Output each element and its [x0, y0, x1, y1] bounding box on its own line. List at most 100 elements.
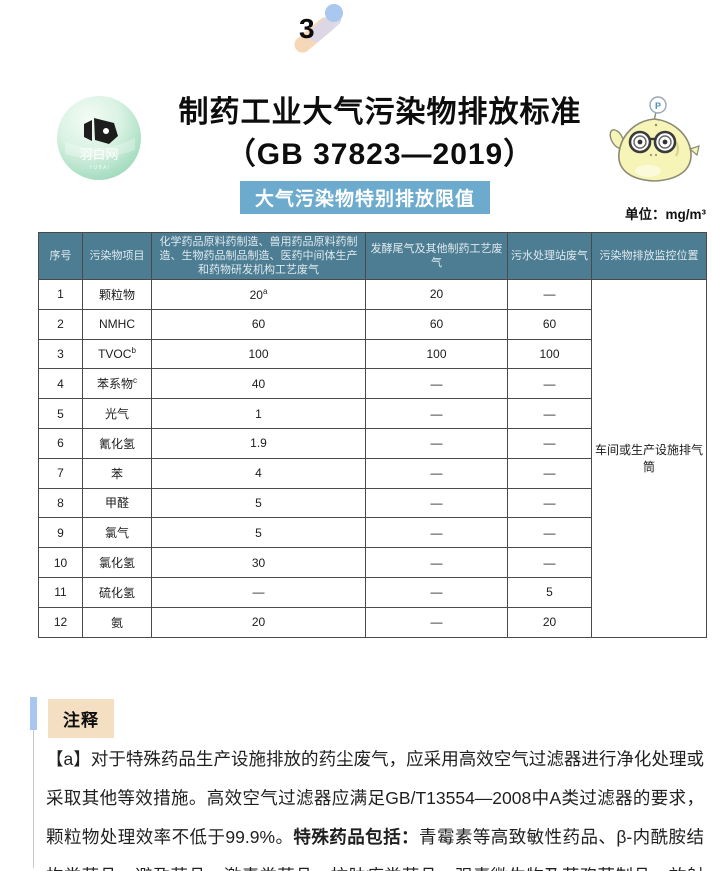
note-paragraph: 【a】对于特殊药品生产设施排放的药尘废气，应采用高效空气过滤器进行净化处理或采取… — [46, 740, 704, 871]
cell-wastewater: — — [507, 368, 592, 400]
cell-chemical: 30 — [151, 547, 366, 578]
table-row: 10 氯化氢 30— — — [38, 547, 707, 578]
table-row: 11 硫化氢 — —5 — [38, 576, 707, 608]
cell-serial: 1 — [38, 279, 83, 310]
table-row: 7 苯 4— — — [38, 457, 707, 489]
cell-fermentation: — — [365, 517, 508, 549]
cell-fermentation: 60 — [365, 308, 508, 340]
cell-chemical: — — [151, 576, 366, 608]
cell-serial: 5 — [38, 398, 83, 429]
cell-pollutant: 苯系物c — [82, 368, 152, 400]
col-header-pollutant: 污染物项目 — [82, 232, 152, 280]
col-header-fermentation-waste-gas: 发酵尾气及其他制药工艺废气 — [365, 232, 508, 280]
cell-wastewater: — — [507, 487, 592, 519]
table-row: 8 甲醛 5— — — [38, 487, 707, 519]
note-text: 青霉素等高致敏性药品、β-内酰胺结构类药品、避孕药品、激素类药品、抗肿瘤类药品、… — [46, 827, 704, 871]
col-header-serial: 序号 — [38, 232, 83, 280]
cell-serial: 3 — [38, 338, 83, 370]
cell-wastewater: 60 — [507, 308, 592, 340]
cell-wastewater: — — [507, 517, 592, 549]
cell-pollutant: 氨 — [82, 606, 152, 638]
svg-text:羽白网: 羽白网 — [79, 147, 118, 162]
cell-fermentation: — — [365, 487, 508, 519]
cell-pollutant: 颗粒物 — [82, 279, 152, 310]
title-line2: （GB 37823—2019） — [225, 138, 535, 171]
cell-fermentation: — — [365, 576, 508, 608]
note-bold-text: 特殊药品包括： — [293, 827, 419, 847]
cell-wastewater: — — [507, 547, 592, 578]
cell-chemical: 100 — [151, 338, 366, 370]
cell-wastewater: — — [507, 398, 592, 429]
cell-pollutant: 苯 — [82, 457, 152, 489]
table-row: 12 氨 20—20 — [38, 606, 707, 638]
logo-graphic: 羽白网 Y U B A I — [57, 96, 141, 180]
page-number: 3 — [299, 13, 315, 44]
cell-fermentation: — — [365, 547, 508, 578]
cell-serial: 4 — [38, 368, 83, 400]
svg-text:Y U B A I: Y U B A I — [89, 165, 109, 171]
cell-wastewater: — — [507, 457, 592, 489]
cell-chemical: 5 — [151, 517, 366, 549]
cell-wastewater: — — [507, 427, 592, 459]
cell-serial: 7 — [38, 457, 83, 489]
cell-chemical: 5 — [151, 487, 366, 519]
mascot-bird-icon: P — [604, 92, 706, 186]
cell-fermentation: 20 — [365, 279, 508, 310]
col-header-wastewater-station: 污水处理站废气 — [507, 232, 592, 280]
cell-pollutant: 甲醛 — [82, 487, 152, 519]
table-row: 4 苯系物c 40— — — [38, 368, 707, 400]
col-header-chemical-waste-gas: 化学药品原料药制造、兽用药品原料药制造、生物药品制品制造、医药中间体生产和药物研… — [151, 232, 366, 280]
cell-wastewater: 100 — [507, 338, 592, 370]
cell-pollutant: 光气 — [82, 398, 152, 429]
cell-pollutant: 氯化氢 — [82, 547, 152, 578]
title-line1: 制药工业大气污染物排放标准 — [178, 96, 582, 129]
table-row: 1 颗粒物 20a 20— 车间或生产设施排气筒 — [38, 279, 707, 638]
table-row: 6 氰化氢 1.9— — — [38, 427, 707, 459]
cell-pollutant: TVOCb — [82, 338, 152, 370]
cell-serial: 8 — [38, 487, 83, 519]
table-row: 9 氯气 5— — — [38, 517, 707, 549]
cell-wastewater: 20 — [507, 606, 592, 638]
cell-wastewater: — — [507, 279, 592, 310]
cell-pollutant: 氯气 — [82, 517, 152, 549]
cell-chemical: 1 — [151, 398, 366, 429]
cell-fermentation: — — [365, 606, 508, 638]
cell-fermentation: — — [365, 368, 508, 400]
cell-chemical: 20a — [151, 279, 366, 310]
note-label: 注释 — [48, 699, 114, 738]
cell-chemical: 4 — [151, 457, 366, 489]
mascot-graphic: P — [609, 96, 700, 182]
cell-pollutant: 氰化氢 — [82, 427, 152, 459]
deco-blue-dot — [325, 4, 343, 22]
cell-serial: 10 — [38, 547, 83, 578]
cell-fermentation: — — [365, 457, 508, 489]
cell-serial: 9 — [38, 517, 83, 549]
cell-fermentation: — — [365, 398, 508, 429]
unit-label: 单位：mg/m³ — [625, 207, 706, 222]
cell-chemical: 40 — [151, 368, 366, 400]
col-header-monitoring-location: 污染物排放监控位置 — [591, 232, 707, 280]
section-banner: 大气污染物特别排放限值 — [240, 181, 490, 214]
cell-fermentation: 100 — [365, 338, 508, 370]
cell-serial: 2 — [38, 308, 83, 340]
cell-fermentation: — — [365, 427, 508, 459]
note-accent-bar — [30, 697, 37, 730]
cell-pollutant: NMHC — [82, 308, 152, 340]
cell-wastewater: 5 — [507, 576, 592, 608]
cell-serial: 6 — [38, 427, 83, 459]
cell-chemical: 20 — [151, 606, 366, 638]
cell-chemical: 60 — [151, 308, 366, 340]
cell-chemical: 1.9 — [151, 427, 366, 459]
table-header-row: 序号 污染物项目 化学药品原料药制造、兽用药品原料药制造、生物药品制品制造、医药… — [38, 232, 707, 280]
cell-pollutant: 硫化氢 — [82, 576, 152, 608]
table-row: 3 TVOCb 100 100 100 — [38, 338, 707, 370]
yubai-logo-icon: 羽白网 Y U B A I — [57, 96, 141, 180]
pollutant-table-body: 1 颗粒物 20a 20— 车间或生产设施排气筒 2 NMHC 60 60 60 3 TVOCb 100… — [38, 279, 707, 638]
note-text: 【a】对于特殊药品生产设施排放的药尘废气，应采用高效空气过滤器进行净化处理或采取… — [46, 749, 704, 847]
page-title: 制药工业大气污染物排放标准 （GB 37823—2019） — [148, 92, 612, 176]
cell-serial: 12 — [38, 606, 83, 638]
table-row: 5 光气 1— — — [38, 398, 707, 429]
pollutant-limits-table: 序号 污染物项目 化学药品原料药制造、兽用药品原料药制造、生物药品制品制造、医药… — [38, 232, 707, 638]
monitoring-location-cell: 车间或生产设施排气筒 — [591, 279, 707, 638]
